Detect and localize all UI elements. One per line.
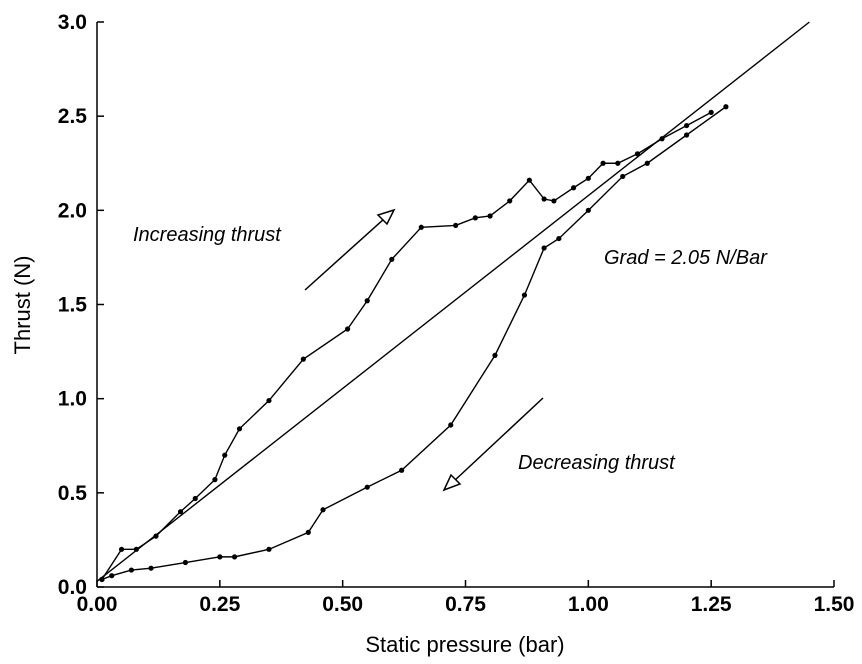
- data-point: [541, 245, 547, 251]
- y-tick-label: 2.5: [58, 105, 88, 128]
- arrow-head: [442, 473, 462, 492]
- data-point: [399, 467, 405, 473]
- arrow-line: [452, 397, 544, 483]
- data-point: [300, 356, 306, 362]
- data-point: [684, 122, 690, 129]
- annotation: Grad = 2.05 N/Bar: [604, 247, 768, 269]
- data-point: [708, 109, 714, 115]
- data-point: [344, 326, 351, 332]
- y-axis-label: Thrust (N): [10, 256, 35, 355]
- data-point: [182, 559, 189, 566]
- data-point: [177, 509, 184, 515]
- series-line: [96, 21, 810, 582]
- data-point: [192, 495, 198, 502]
- data-point: [418, 224, 424, 230]
- data-point: [212, 477, 218, 483]
- x-tick-label: 1.50: [814, 593, 855, 616]
- data-point: [118, 546, 125, 552]
- data-point: [148, 565, 154, 571]
- data-point: [222, 452, 228, 458]
- data-point: [620, 173, 626, 180]
- data-point: [231, 554, 238, 560]
- data-point: [266, 397, 272, 404]
- annotation: Increasing thrust: [133, 224, 282, 246]
- data-point: [723, 104, 729, 110]
- data-point: [236, 426, 243, 432]
- x-tick-label: 0.25: [199, 593, 240, 616]
- series-line: [101, 111, 712, 580]
- data-point: [320, 507, 326, 513]
- data-point: [541, 196, 547, 202]
- data-point: [551, 198, 557, 204]
- data-point: [492, 352, 498, 358]
- x-tick-label: 0.50: [322, 593, 363, 616]
- data-point: [364, 298, 370, 304]
- data-point: [526, 177, 532, 183]
- y-tick-label: 1.5: [58, 294, 88, 317]
- series-line: [101, 106, 727, 581]
- y-tick-label: 1.0: [58, 388, 87, 411]
- x-tick-label: 1.25: [691, 593, 732, 616]
- data-point: [453, 222, 459, 228]
- x-axis-label: Static pressure (bar): [365, 632, 564, 657]
- data-point: [615, 160, 621, 166]
- data-point: [585, 175, 591, 181]
- y-tick-label: 2.0: [58, 199, 87, 222]
- data-point: [389, 256, 395, 262]
- data-point: [109, 573, 115, 579]
- data-point: [472, 215, 478, 221]
- data-point: [266, 546, 272, 552]
- data-point: [364, 484, 370, 490]
- data-point: [507, 198, 513, 204]
- arrow-head: [376, 208, 396, 226]
- x-tick-label: 1.00: [568, 593, 609, 616]
- data-point: [600, 160, 606, 166]
- data-point: [684, 132, 690, 138]
- data-point: [521, 292, 528, 298]
- arrow-line: [304, 217, 386, 291]
- data-point: [305, 529, 311, 535]
- y-tick-label: 0.5: [58, 482, 88, 505]
- data-point: [570, 185, 577, 191]
- data-point: [448, 422, 454, 428]
- y-tick-label: 0.0: [58, 576, 87, 599]
- arrows: [304, 208, 544, 492]
- x-tick-label: 0.75: [445, 593, 486, 616]
- annotation: Decreasing thrust: [518, 452, 676, 474]
- x-tick-label: 0.00: [77, 593, 118, 616]
- data-point: [128, 567, 134, 573]
- y-tick-label: 3.0: [58, 11, 87, 34]
- data-point: [217, 554, 223, 560]
- data-point: [644, 160, 650, 166]
- data-point: [556, 235, 562, 242]
- data-point: [487, 213, 493, 219]
- data-point: [585, 207, 591, 213]
